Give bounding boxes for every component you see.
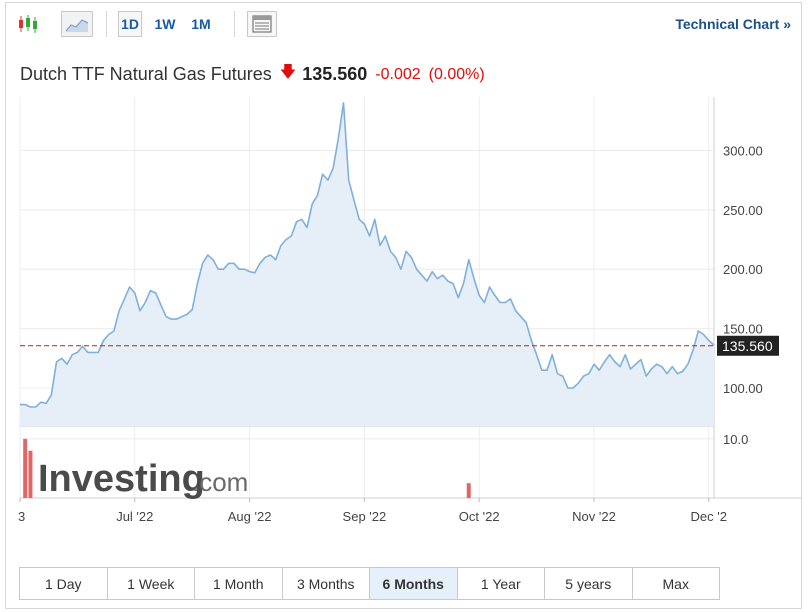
range-5-years-button[interactable]: 5 years (545, 568, 633, 599)
volume-tick-label: 10.0 (723, 432, 748, 447)
y-tick-label: 200.00 (723, 262, 763, 277)
range-max-button[interactable]: Max (662, 575, 689, 592)
current-price-line: 135.560 (20, 335, 779, 356)
toolbar-divider (234, 11, 235, 37)
volume-bar (466, 483, 471, 498)
technical-chart-link[interactable]: Technical Chart » (675, 16, 791, 32)
instrument-title: Dutch TTF Natural Gas Futures (20, 64, 272, 84)
chart-toolbar: 1D 1W 1M Technical Chart » (6, 3, 801, 43)
price-chart[interactable]: 100.00 150.00 200.00 250.00 300.00 10.0 Inve… (6, 93, 801, 543)
range-3-months-button[interactable]: 3 Months (283, 568, 370, 599)
range-selector: 1 Day 1 Week 1 Month 3 Months 6 Months 1… (19, 567, 720, 600)
y-tick-label: 250.00 (723, 203, 763, 218)
area-chart-button[interactable] (61, 11, 93, 37)
timeframe-1m-button[interactable]: 1M (191, 16, 211, 32)
x-tick-label: Dec '2 (691, 509, 727, 524)
timeframe-1d-button[interactable]: 1D (118, 11, 142, 37)
price-area-fill (20, 102, 714, 427)
y-axis: 100.00 150.00 200.00 250.00 300.00 (723, 143, 763, 396)
watermark-brand: Investing (38, 458, 205, 500)
x-tick-label: Aug '22 (228, 509, 272, 524)
y-tick-label: 100.00 (723, 381, 763, 396)
current-price-tag-label: 135.560 (722, 338, 773, 354)
watermark-suffix: .com (192, 467, 248, 497)
volume-bar (23, 438, 28, 498)
range-1-day-button[interactable]: 1 Day (20, 568, 108, 599)
timeframe-1w-button[interactable]: 1W (154, 16, 176, 32)
range-1-year-button[interactable]: 1 Year (458, 568, 545, 599)
y-tick-label: 300.00 (723, 143, 763, 158)
area-chart-icon (65, 19, 89, 32)
volume-panel: 10.0 (20, 432, 748, 498)
x-tick-label: Oct '22 (459, 509, 500, 524)
x-tick-label: Nov '22 (572, 509, 616, 524)
volume-bar (28, 450, 33, 498)
candlestick-icon (19, 15, 37, 33)
current-price-tag (717, 335, 779, 356)
x-tick-label: Jul '22 (116, 509, 153, 524)
investing-watermark: Investing .com (38, 458, 248, 500)
table-icon (252, 15, 272, 33)
x-tick-label: Sep '22 (343, 509, 387, 524)
x-axis: 3 Jul '22 Aug '22 Sep '22 Oct '22 Nov '22 Dec … (18, 498, 727, 524)
x-tick-label: 3 (18, 509, 25, 524)
range-6-months-button[interactable]: 6 Months (370, 568, 458, 599)
range-1-month-button[interactable]: 1 Month (195, 568, 283, 599)
chart-widget: 1D 1W 1M Technical Chart » Dutch TTF Nat… (5, 2, 802, 609)
last-price: 135.560 (302, 64, 368, 84)
table-view-button[interactable] (247, 11, 277, 37)
instrument-header: Dutch TTF Natural Gas Futures 🡇 135.560 … (20, 61, 485, 88)
candlestick-chart-button[interactable] (14, 11, 42, 37)
down-arrow-icon: 🡇 (279, 64, 297, 81)
price-change: -0.002 (375, 65, 421, 83)
price-change-percent: (0.00%) (428, 65, 485, 83)
toolbar-divider (106, 11, 107, 37)
y-tick-label: 150.00 (723, 322, 763, 337)
price-line (20, 102, 715, 408)
price-area-series (20, 102, 715, 427)
range-1-week-button[interactable]: 1 Week (108, 568, 195, 599)
